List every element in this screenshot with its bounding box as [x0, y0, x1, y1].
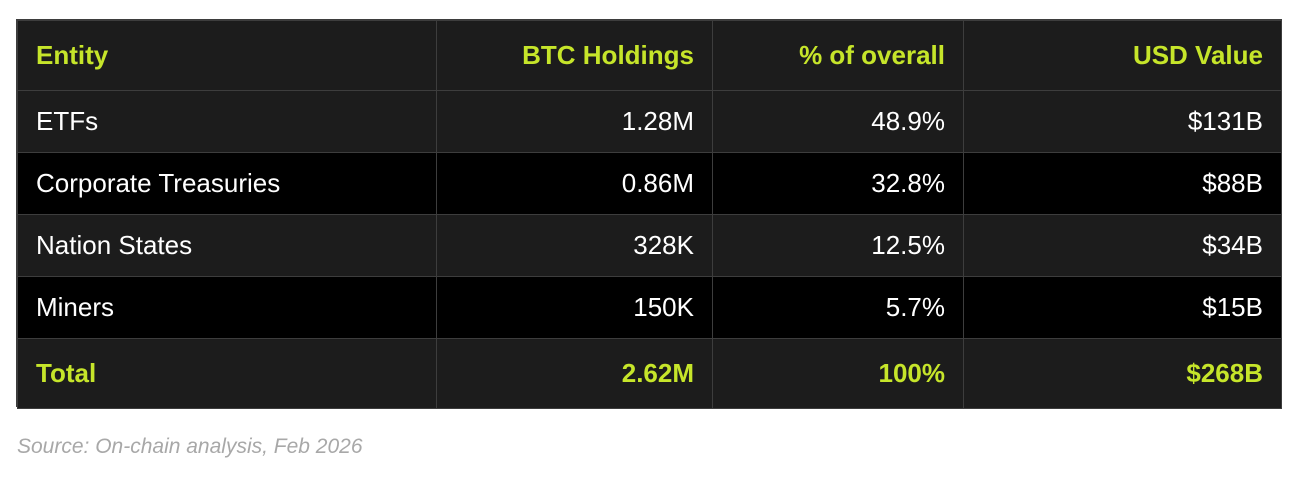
header-btc-holdings: BTC Holdings [436, 20, 713, 91]
cell-usd-value: $15B [963, 276, 1282, 339]
cell-usd-value: $34B [963, 214, 1282, 277]
cell-percent: 32.8% [712, 152, 964, 215]
total-btc-holdings: 2.62M [436, 338, 713, 409]
cell-entity: Nation States [17, 214, 437, 277]
cell-percent: 5.7% [712, 276, 964, 339]
source-caption: Source: On-chain analysis, Feb 2026 [17, 435, 363, 458]
cell-percent: 12.5% [712, 214, 964, 277]
header-percent-of-overall: % of overall [712, 20, 964, 91]
cell-usd-value: $88B [963, 152, 1282, 215]
total-usd-value: $268B [963, 338, 1282, 409]
cell-btc-holdings: 0.86M [436, 152, 713, 215]
cell-entity: Corporate Treasuries [17, 152, 437, 215]
total-percent: 100% [712, 338, 964, 409]
cell-btc-holdings: 328K [436, 214, 713, 277]
total-label: Total [17, 338, 437, 409]
table-row: ETFs 1.28M 48.9% $131B [17, 90, 1282, 153]
table-row: Corporate Treasuries 0.86M 32.8% $88B [17, 152, 1282, 215]
header-entity: Entity [17, 20, 437, 91]
table-total-row: Total 2.62M 100% $268B [17, 338, 1282, 409]
cell-entity: Miners [17, 276, 437, 339]
cell-btc-holdings: 150K [436, 276, 713, 339]
table-header-row: Entity BTC Holdings % of overall USD Val… [17, 20, 1282, 91]
cell-entity: ETFs [17, 90, 437, 153]
table-row: Nation States 328K 12.5% $34B [17, 214, 1282, 277]
cell-usd-value: $131B [963, 90, 1282, 153]
cell-btc-holdings: 1.28M [436, 90, 713, 153]
header-usd-value: USD Value [963, 20, 1282, 91]
btc-holdings-table: Entity BTC Holdings % of overall USD Val… [16, 19, 1282, 409]
table-row: Miners 150K 5.7% $15B [17, 276, 1282, 339]
cell-percent: 48.9% [712, 90, 964, 153]
